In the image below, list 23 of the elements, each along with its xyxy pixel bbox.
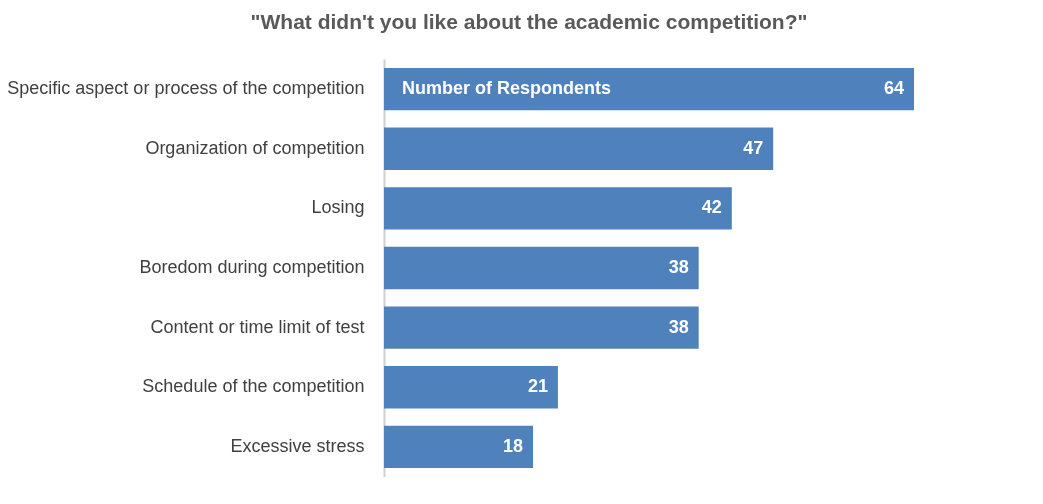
bar <box>384 246 699 290</box>
bar <box>384 306 699 349</box>
bar <box>384 366 558 409</box>
data-label: 38 <box>668 257 689 277</box>
y-tick-label: Boredom during competition <box>139 257 365 277</box>
data-label: 21 <box>527 376 548 397</box>
y-tick-label: Specific aspect or process of the competition <box>7 78 365 99</box>
chart-title: "What didn't you like about the academic competition?" <box>250 10 808 33</box>
bar <box>384 425 534 469</box>
y-tick-label: Losing <box>311 197 365 218</box>
data-label: 38 <box>668 316 689 337</box>
bar <box>384 67 914 111</box>
series-label: Number of Respondents <box>402 78 612 99</box>
y-tick-label: Schedule of the competition <box>142 376 365 397</box>
data-label: 64 <box>883 78 904 99</box>
y-tick-label: Organization of competition <box>145 137 365 158</box>
data-label: 42 <box>701 197 722 218</box>
bar <box>384 187 732 230</box>
y-tick-label: Content or time limit of test <box>150 316 365 337</box>
bar <box>384 127 774 170</box>
data-label: 18 <box>503 435 524 456</box>
y-tick-label: Excessive stress <box>230 435 365 456</box>
data-label: 47 <box>743 137 764 158</box>
